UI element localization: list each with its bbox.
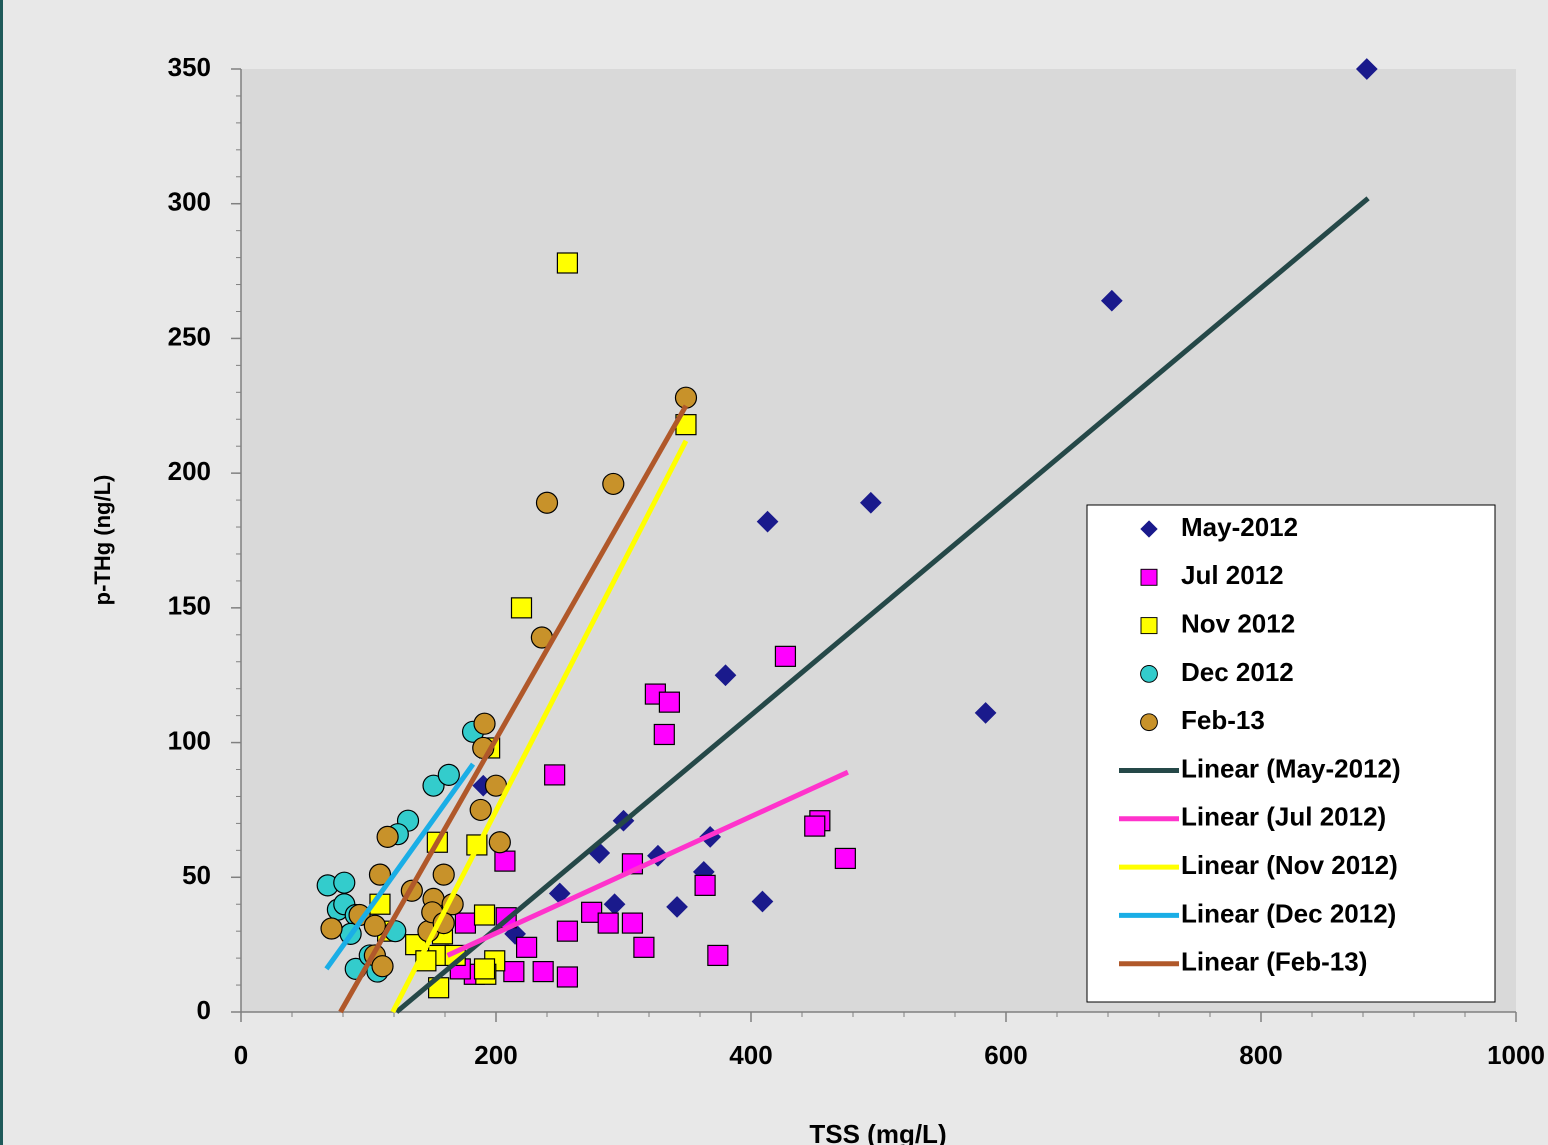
marker-circle	[437, 763, 460, 787]
x-tick-label: 600	[984, 1040, 1027, 1070]
marker-circle	[371, 955, 394, 978]
legend-label: Linear (Dec 2012)	[1181, 898, 1396, 928]
marker-square	[1140, 617, 1158, 635]
marker-square	[804, 815, 826, 837]
marker-diamond	[974, 702, 997, 724]
marker-square	[556, 966, 579, 988]
marker-square	[633, 936, 655, 958]
y-axis-label: p-THg (ng/L)	[90, 475, 115, 606]
legend-label: May-2012	[1181, 512, 1298, 542]
legend-box	[1086, 504, 1496, 1003]
y-tick-label: 350	[168, 52, 211, 82]
marker-square	[510, 597, 533, 619]
marker-circle	[473, 712, 496, 735]
marker-square	[1140, 568, 1158, 586]
y-tick-label: 0	[197, 995, 211, 1025]
marker-circle	[320, 917, 343, 940]
marker-square	[707, 944, 729, 967]
marker-circle	[376, 825, 399, 848]
marker-circle	[1140, 713, 1158, 732]
marker-square	[544, 764, 566, 786]
legend-label: Linear (Nov 2012)	[1181, 850, 1398, 880]
y-tick-label: 50	[182, 860, 211, 890]
marker-diamond	[714, 664, 737, 687]
x-tick-label: 0	[234, 1040, 248, 1070]
marker-square	[515, 936, 538, 958]
legend-label: Linear (May-2012)	[1181, 753, 1401, 783]
x-tick-label: 800	[1239, 1040, 1282, 1070]
marker-diamond	[1100, 289, 1123, 312]
marker-diamond	[751, 890, 774, 913]
marker-circle	[674, 386, 698, 409]
x-axis-label: TSS (mg/L)	[809, 1119, 946, 1145]
marker-square	[556, 252, 579, 274]
marker-circle	[1140, 665, 1158, 683]
marker-square	[473, 904, 496, 926]
legend: May-2012 Jul 2012 Nov 2012 Dec 2012 Feb-13 Li…	[1086, 504, 1496, 1003]
marker-square	[556, 920, 579, 942]
marker-diamond	[1140, 520, 1158, 538]
marker-square	[473, 958, 496, 980]
y-tick-label: 250	[168, 321, 211, 351]
y-tick-label: 150	[168, 591, 211, 621]
marker-circle	[469, 798, 492, 822]
marker-circle	[422, 774, 445, 797]
legend-label: Linear (Feb-13)	[1181, 947, 1367, 977]
x-tick-label: 400	[729, 1040, 772, 1070]
x-tick-label: 200	[474, 1040, 517, 1070]
marker-circle	[488, 831, 511, 854]
marker-square	[653, 723, 675, 746]
legend-label: Feb-13	[1181, 705, 1265, 735]
marker-circle	[333, 871, 356, 894]
trend-line	[390, 439, 689, 1014]
trend-line	[324, 762, 476, 971]
marker-circle	[602, 472, 625, 496]
marker-square	[581, 901, 603, 923]
marker-diamond	[666, 896, 688, 918]
left-border	[0, 0, 3, 1145]
marker-circle	[432, 863, 455, 886]
legend-label: Jul 2012	[1181, 560, 1284, 590]
trend-line	[394, 196, 1370, 1014]
marker-circle	[368, 863, 392, 886]
marker-square	[454, 912, 476, 934]
legend-label: Nov 2012	[1181, 608, 1295, 638]
y-tick-label: 100	[168, 725, 211, 755]
marker-circle	[535, 491, 559, 514]
marker-square	[694, 874, 716, 896]
marker-square	[597, 912, 619, 934]
legend-label: Dec 2012	[1181, 657, 1294, 687]
marker-square	[494, 850, 516, 872]
legend-label: Linear (Jul 2012)	[1181, 802, 1386, 832]
marker-circle	[363, 914, 386, 937]
marker-square	[658, 691, 681, 713]
marker-diamond	[756, 510, 779, 533]
trend-line	[446, 769, 849, 958]
marker-square	[532, 960, 554, 983]
marker-square	[621, 912, 644, 934]
marker-square	[834, 847, 856, 870]
marker-diamond	[1355, 58, 1378, 80]
y-tick-label: 200	[168, 456, 211, 486]
marker-square	[503, 960, 525, 983]
trend-line	[338, 404, 689, 1014]
marker-square	[774, 645, 797, 667]
x-tick-label: 1000	[1487, 1040, 1545, 1070]
y-tick-label: 300	[168, 187, 211, 217]
marker-diamond	[860, 491, 882, 514]
